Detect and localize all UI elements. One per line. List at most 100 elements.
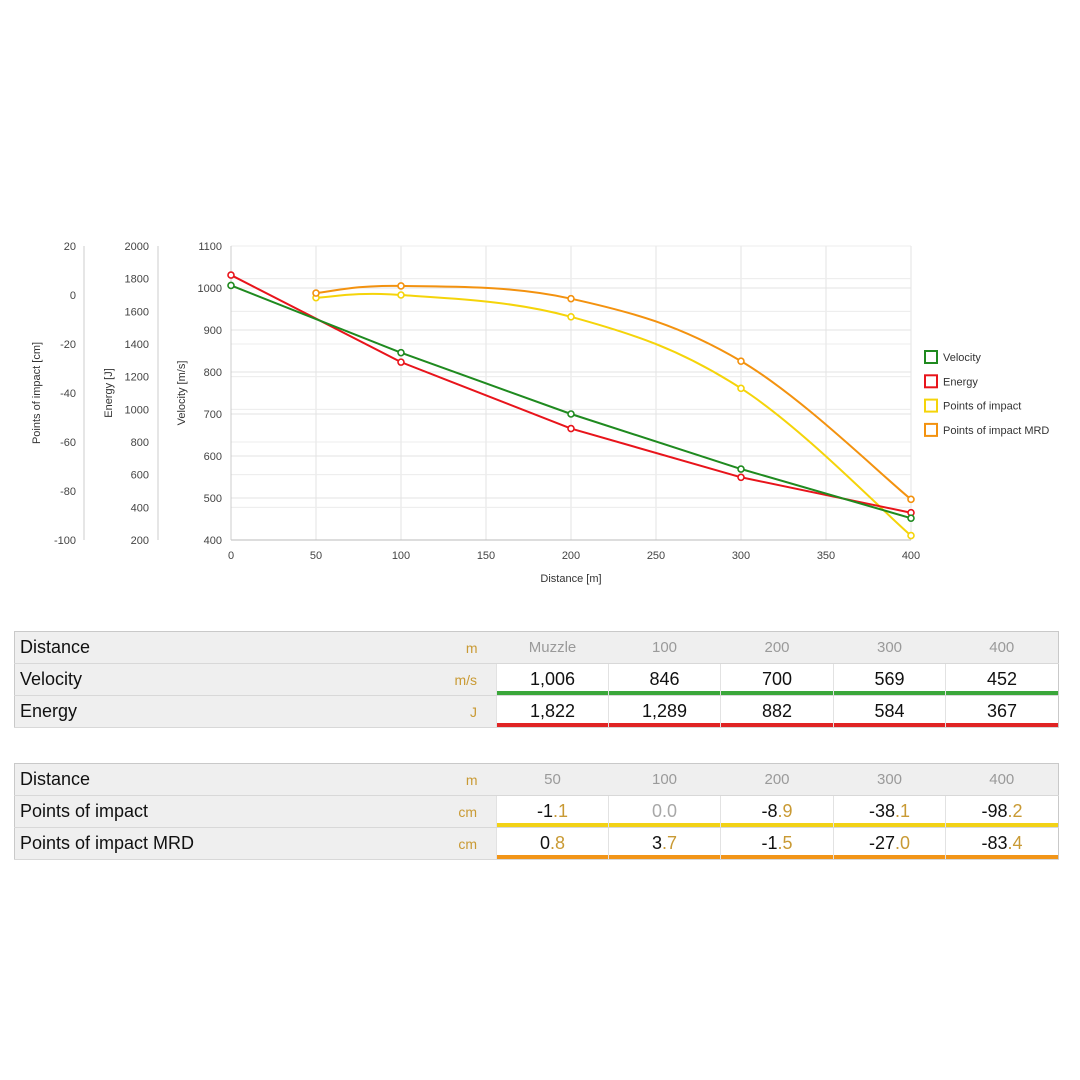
- series-line-points-of-impact: [315, 292, 912, 537]
- velocity-value: 452: [945, 663, 1059, 696]
- poi-value: -8.9: [720, 795, 834, 828]
- x-tick-label: 100: [392, 550, 410, 562]
- data-point: [567, 294, 575, 303]
- velocity-tick-label: 600: [204, 451, 222, 463]
- points-of-impact-table: Distance m 50 100 200 300 400 Points of …: [14, 763, 1059, 860]
- distance-col: 300: [833, 763, 946, 796]
- poi-tick-label: -60: [60, 437, 76, 449]
- chart-legend[interactable]: Velocity Energy Points of impact Points of …: [924, 350, 1049, 437]
- legend-label: Points of impact: [943, 401, 1021, 413]
- poi-unit: cm: [394, 795, 497, 828]
- data-point: [737, 473, 745, 482]
- distance-unit: m: [394, 631, 497, 664]
- data-point: [567, 424, 575, 433]
- poi-mrd-value: -1.5: [720, 827, 834, 860]
- energy-value: 584: [833, 695, 946, 728]
- energy-value: 367: [945, 695, 1059, 728]
- data-point: [907, 531, 915, 540]
- distance-col: 400: [945, 763, 1059, 796]
- legend-label: Velocity: [943, 352, 981, 364]
- poi-tick-label: -40: [60, 388, 76, 400]
- x-tick-label: 300: [732, 550, 750, 562]
- legend-swatch: [924, 350, 938, 364]
- poi-value: -38.1: [833, 795, 946, 828]
- poi-label: Points of impact: [14, 795, 395, 828]
- poi-mrd-unit: cm: [394, 827, 497, 860]
- legend-label: Points of impact MRD: [943, 425, 1049, 437]
- energy-value: 882: [720, 695, 834, 728]
- energy-tick-label: 200: [131, 535, 149, 547]
- energy-unit: J: [394, 695, 497, 728]
- x-tick-label: 350: [817, 550, 835, 562]
- poi-mrd-value: -83.4: [945, 827, 1059, 860]
- data-point: [737, 465, 745, 473]
- data-point: [567, 313, 575, 321]
- data-point: [227, 281, 235, 290]
- poi-mrd-label: Points of impact MRD: [14, 827, 395, 860]
- poi-mrd-value: 3.7: [608, 827, 721, 860]
- x-axis-label: Distance [m]: [540, 573, 601, 585]
- data-point: [567, 410, 575, 418]
- velocity-value: 569: [833, 663, 946, 696]
- distance-col: 100: [608, 631, 721, 664]
- poi-mrd-value: 0.8: [496, 827, 609, 860]
- poi-axis-title: Points of impact [cm]: [31, 342, 43, 444]
- series-line-points-of-impact-mrd: [315, 284, 912, 501]
- velocity-tick-label: 400: [204, 535, 222, 547]
- poi-tick-label: 0: [70, 290, 76, 302]
- poi-tick-label: 20: [64, 241, 76, 253]
- distance-col: Muzzle: [496, 631, 609, 664]
- velocity-tick-label: 500: [204, 493, 222, 505]
- distance-unit: m: [394, 763, 497, 796]
- data-point: [907, 495, 915, 504]
- energy-tick-label: 600: [131, 470, 149, 482]
- velocity-row: Velocity m/s 1,006 846 700 569 452: [14, 663, 1059, 696]
- velocity-value: 1,006: [496, 663, 609, 696]
- data-point: [397, 348, 405, 357]
- energy-row: Energy J 1,822 1,289 882 584 367: [14, 695, 1059, 728]
- distance-label: Distance: [14, 631, 395, 664]
- poi-value: -1.1: [496, 795, 609, 828]
- energy-tick-label: 1000: [125, 404, 149, 416]
- x-tick-label: 150: [477, 550, 495, 562]
- poi-mrd-row: Points of impact MRD cm 0.8 3.7 -1.5 -27…: [14, 827, 1059, 860]
- velocity-value: 846: [608, 663, 721, 696]
- velocity-tick-label: 1100: [198, 241, 222, 253]
- legend-label: Energy: [943, 376, 978, 388]
- velocity-axis-title: Velocity [m/s]: [176, 361, 188, 426]
- distance-col: 300: [833, 631, 946, 664]
- energy-value: 1,822: [496, 695, 609, 728]
- x-tick-label: 400: [902, 550, 920, 562]
- velocity-tick-label: 900: [204, 325, 222, 337]
- data-point: [227, 271, 235, 279]
- energy-label: Energy: [14, 695, 395, 728]
- velocity-value: 700: [720, 663, 834, 696]
- energy-tick-label: 1600: [125, 306, 149, 318]
- x-tick-label: 0: [228, 550, 234, 562]
- data-point: [397, 282, 405, 290]
- energy-value: 1,289: [608, 695, 721, 728]
- energy-tick-label: 1200: [125, 372, 149, 384]
- poi-tick-label: -20: [60, 339, 76, 351]
- poi-tick-label: -80: [60, 486, 76, 498]
- x-tick-label: 250: [647, 550, 665, 562]
- table-header-row: Distance m 50 100 200 300 400: [14, 763, 1059, 796]
- poi-value: -98.2: [945, 795, 1059, 828]
- energy-tick-label: 1400: [125, 339, 149, 351]
- distance-label: Distance: [14, 763, 395, 796]
- data-point: [312, 289, 320, 297]
- energy-tick-label: 2000: [125, 241, 149, 253]
- velocity-tick-label: 1000: [198, 283, 222, 295]
- distance-col: 400: [945, 631, 1059, 664]
- poi-tick-label: -100: [54, 535, 76, 547]
- legend-swatch: [924, 374, 938, 389]
- distance-col: 200: [720, 763, 834, 796]
- data-point: [737, 357, 745, 365]
- energy-tick-label: 1800: [125, 274, 149, 286]
- data-point: [737, 384, 745, 393]
- velocity-tick-label: 800: [204, 367, 222, 379]
- table-header-row: Distance m Muzzle 100 200 300 400: [14, 631, 1059, 664]
- poi-value: 0.0: [608, 795, 721, 828]
